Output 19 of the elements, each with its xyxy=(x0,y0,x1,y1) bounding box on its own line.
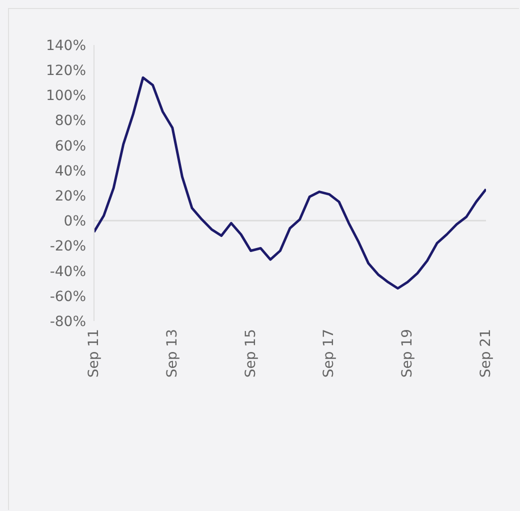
x-tick-label: Sep 13 xyxy=(164,329,180,378)
y-tick-label: 60% xyxy=(54,138,86,154)
y-tick-label: -60% xyxy=(50,288,86,305)
y-tick-label: 120% xyxy=(46,63,86,80)
y-tick-label: 40% xyxy=(54,163,86,180)
y-tick-label: 20% xyxy=(54,188,86,205)
x-tick-label: Sep 11 xyxy=(86,329,102,378)
y-tick-label: 100% xyxy=(46,88,86,104)
y-tick-label: -20% xyxy=(50,238,86,255)
x-tick-label: Sep 17 xyxy=(321,329,338,378)
y-tick-label: 0% xyxy=(64,214,86,230)
y-tick-label: 80% xyxy=(54,113,86,130)
line-series xyxy=(94,76,486,290)
y-tick-label: -80% xyxy=(50,314,86,330)
x-tick-label: Sep 21 xyxy=(478,329,494,378)
y-tick-label: -40% xyxy=(50,264,86,280)
x-tick-label: Sep 19 xyxy=(400,329,416,378)
y-tick-label: 140% xyxy=(46,38,86,54)
x-tick-label: Sep 15 xyxy=(242,329,259,378)
